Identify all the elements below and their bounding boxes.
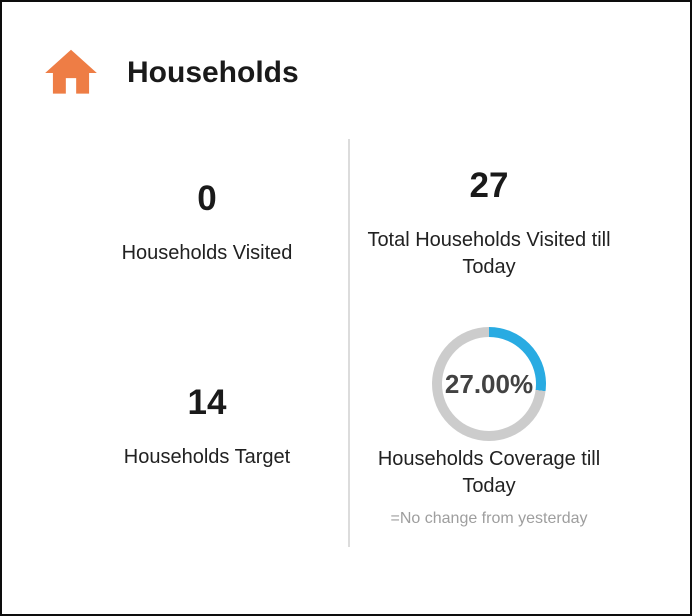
stat-households-visited: 0 Households Visited xyxy=(66,139,348,309)
card-header: Households xyxy=(40,42,690,104)
stat-households-coverage: 27.00% Households Coverage till Today =N… xyxy=(350,309,628,547)
home-icon xyxy=(40,42,102,104)
total-households-visited-label: Total Households Visited till Today xyxy=(367,228,611,278)
coverage-percent-value: 27.00% xyxy=(442,337,536,431)
stat-households-target: 14 Households Target xyxy=(66,309,348,547)
households-target-value: 14 xyxy=(187,383,227,422)
households-visited-label: Households Visited xyxy=(121,242,293,264)
page-title: Households xyxy=(127,56,299,89)
stat-total-households-visited: 27 Total Households Visited till Today xyxy=(350,139,628,309)
coverage-progress-ring: 27.00% xyxy=(432,327,546,441)
households-target-label: Households Target xyxy=(123,446,291,468)
households-coverage-label: Households Coverage till Today xyxy=(377,448,601,497)
right-column: 27 Total Households Visited till Today 2… xyxy=(348,139,690,547)
left-column: 0 Households Visited 14 Households Targe… xyxy=(2,139,348,547)
total-households-visited-value: 27 xyxy=(469,165,509,205)
coverage-change-note: =No change from yesterday xyxy=(390,510,588,527)
stats-grid: 0 Households Visited 14 Households Targe… xyxy=(2,139,690,547)
households-visited-value: 0 xyxy=(197,179,217,218)
